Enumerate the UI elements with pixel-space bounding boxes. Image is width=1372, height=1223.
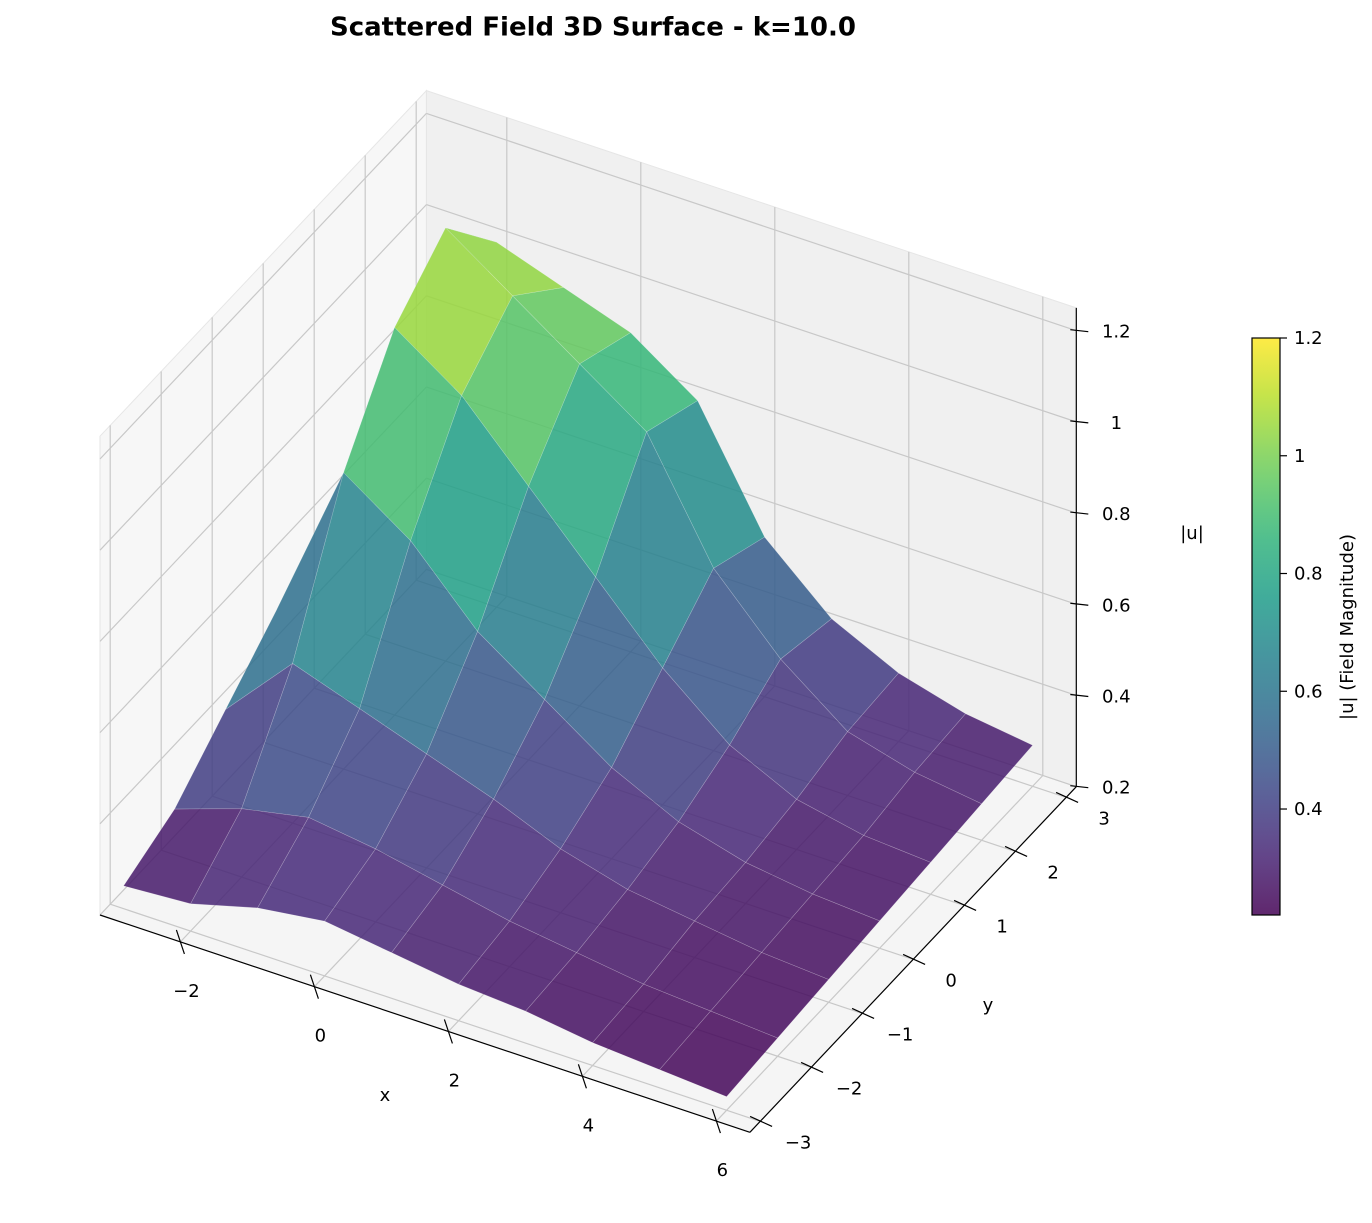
grid-line — [426, 204, 1077, 423]
x-tick-label: 2 — [449, 1070, 460, 1091]
surface-cell — [710, 952, 830, 1039]
colorbar-tick-label: 0.4 — [1294, 799, 1323, 820]
x-tick — [175, 929, 185, 955]
y-tick-label: −2 — [836, 1078, 863, 1099]
y-tick-label: 1 — [996, 916, 1007, 937]
colorbar-label: |u| (Field Magnitude) — [1337, 534, 1358, 720]
y-tick-label: 0 — [945, 970, 956, 991]
z-tick-label: 0.2 — [1102, 778, 1131, 799]
chart-title: Scattered Field 3D Surface - k=10.0 — [330, 13, 856, 43]
z-tick — [1070, 511, 1089, 515]
y-tick — [851, 1007, 875, 1020]
x-tick-label: 0 — [315, 1026, 326, 1047]
colorbar-tick-label: 1 — [1294, 446, 1305, 467]
y-tick — [800, 1061, 824, 1074]
y-axis-label: y — [983, 995, 994, 1016]
z-axis-label: |u| — [1180, 523, 1204, 544]
grid-line — [110, 903, 761, 1123]
y-tick — [953, 899, 977, 912]
z-tick-label: 0.6 — [1102, 595, 1131, 616]
colorbar-tick-label: 1.2 — [1294, 328, 1323, 349]
x-tick — [309, 974, 319, 999]
y-tick — [1055, 791, 1079, 804]
colorbar-tick-label: 0.8 — [1294, 564, 1323, 585]
z-tick — [1070, 693, 1089, 698]
x-tick-label: 6 — [717, 1160, 728, 1181]
x-tick — [711, 1108, 721, 1134]
grid-line — [99, 112, 427, 460]
y-tick-label: −1 — [887, 1024, 914, 1045]
x-axis-label: x — [380, 1085, 391, 1106]
z-tick — [1070, 785, 1089, 789]
y-tick — [1004, 845, 1028, 858]
x-tick — [577, 1064, 587, 1089]
z-tick — [1070, 329, 1089, 333]
x-axis — [99, 914, 751, 1133]
grid-line — [99, 295, 427, 642]
surface-cell — [914, 713, 1034, 805]
y-tick — [749, 1115, 773, 1128]
x-tick-label: 4 — [583, 1115, 594, 1136]
y-tick — [902, 953, 926, 966]
y-tick-label: 3 — [1098, 808, 1109, 829]
grid-line — [426, 112, 1077, 332]
z-tick — [1070, 420, 1089, 424]
z-tick-label: 1.2 — [1102, 322, 1131, 343]
colorbar — [1251, 337, 1281, 916]
x-tick — [443, 1019, 453, 1044]
y-tick-label: −3 — [785, 1132, 812, 1153]
z-tick — [1070, 602, 1089, 606]
x-tick-label: −2 — [173, 981, 200, 1002]
grid-line — [99, 204, 427, 551]
surface — [123, 227, 1034, 1097]
surface-cell — [659, 1010, 779, 1097]
z-tick-label: 0.8 — [1102, 504, 1131, 525]
z-tick-label: 0.4 — [1102, 686, 1131, 707]
y-tick-label: 2 — [1047, 862, 1058, 883]
colorbar-tick-label: 0.6 — [1294, 681, 1323, 702]
z-tick-label: 1 — [1111, 413, 1122, 434]
